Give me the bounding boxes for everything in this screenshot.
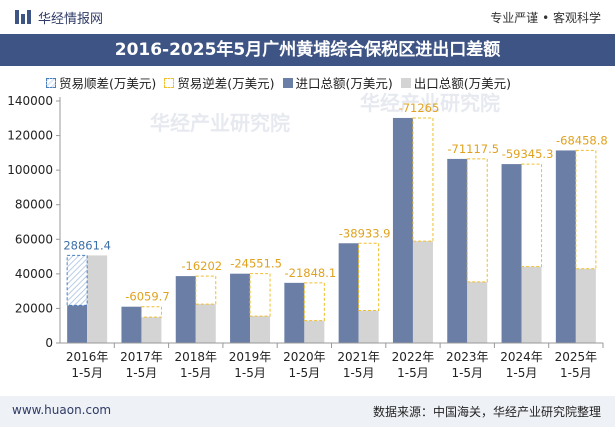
x-tick-label-year: 2025年 <box>555 350 598 364</box>
data-label: -68458.8 <box>556 133 608 147</box>
legend-label-import: 进口总额(万美元) <box>295 76 393 91</box>
import-bar <box>121 306 142 343</box>
footer-bar: www.huaon.com 数据来源：中国海关，华经产业研究院整理 <box>0 396 615 427</box>
x-tick-label-year: 2016年 <box>66 350 109 364</box>
brand[interactable]: 华经情报网 <box>14 7 103 27</box>
x-tick-label-year: 2021年 <box>337 350 380 364</box>
brand-name: 华经情报网 <box>38 11 104 27</box>
import-bar <box>175 276 196 343</box>
footer-source: 数据来源：中国海关，华经产业研究院整理 <box>372 405 601 419</box>
y-tick-label: 0 <box>45 336 53 350</box>
y-tick-label: 80000 <box>15 198 53 212</box>
deficit-bar <box>195 275 217 305</box>
export-bar <box>250 316 271 343</box>
brand-logo-icon <box>15 10 31 24</box>
x-tick-label-period: 1-5月 <box>234 366 266 380</box>
x-tick-label-period: 1-5月 <box>71 366 103 380</box>
title-bar: 2016-2025年5月广州黄埔综合保税区进出口差额 <box>0 34 615 66</box>
legend-item-import[interactable]: 进口总额(万美元) <box>282 73 393 92</box>
deficit-bar <box>249 273 271 317</box>
export-bar <box>467 281 488 343</box>
chart-legend: 贸易顺差(万美元) 贸易逆差(万美元) 进口总额(万美元) 出口总额(万美元) <box>46 73 519 92</box>
x-tick-label-period: 1-5月 <box>451 366 483 380</box>
deficit-bar <box>575 149 597 270</box>
export-bar <box>575 268 596 343</box>
x-tick-label-period: 1-5月 <box>289 366 321 380</box>
x-tick-label-period: 1-5月 <box>180 366 212 380</box>
data-label: 28861.4 <box>63 238 111 252</box>
export-bar <box>304 320 325 343</box>
y-tick-label: 40000 <box>15 267 53 281</box>
svg-text:华经产业研究院: 华经产业研究院 <box>360 91 500 115</box>
x-tick-label-year: 2020年 <box>283 350 326 364</box>
svg-text:华经产业研究院: 华经产业研究院 <box>150 111 290 135</box>
data-label: -71265 <box>399 101 440 115</box>
y-tick-label: 140000 <box>7 94 53 108</box>
x-tick-label-period: 1-5月 <box>506 366 538 380</box>
export-bar <box>141 317 162 343</box>
x-tick-label-year: 2017年 <box>120 350 163 364</box>
y-tick-label: 100000 <box>7 163 53 177</box>
import-bar <box>555 150 576 343</box>
surplus-bar <box>66 254 88 306</box>
deficit-bar <box>412 117 434 242</box>
x-tick-label-year: 2022年 <box>392 350 435 364</box>
import-bar <box>230 273 251 343</box>
legend-label-surplus: 贸易顺差(万美元) <box>59 76 157 91</box>
import-bar <box>67 305 88 343</box>
y-tick-label: 120000 <box>7 129 53 143</box>
import-bar <box>338 243 359 343</box>
legend-swatch-deficit <box>164 77 175 88</box>
x-tick-label-year: 2023年 <box>446 350 489 364</box>
x-tick-label-period: 1-5月 <box>126 366 158 380</box>
data-label: -24551.5 <box>230 257 282 271</box>
import-bar <box>501 164 522 343</box>
data-label: -59345.3 <box>502 147 554 161</box>
data-label: -71117.5 <box>447 142 499 156</box>
top-bar: 华经情报网 专业严谨 • 客观科学 <box>0 0 615 34</box>
x-tick-label-period: 1-5月 <box>343 366 375 380</box>
legend-label-export: 出口总额(万美元) <box>413 76 512 91</box>
chart-title: 2016-2025年5月广州黄埔综合保税区进出口差额 <box>114 40 501 60</box>
import-bar <box>284 282 305 343</box>
x-tick-label-year: 2018年 <box>174 350 217 364</box>
y-tick-label: 20000 <box>15 301 53 315</box>
deficit-bar <box>140 306 162 318</box>
export-bar <box>358 310 379 343</box>
y-tick-label: 60000 <box>15 232 53 246</box>
export-bar <box>195 304 216 343</box>
legend-item-surplus[interactable]: 贸易顺差(万美元) <box>46 73 156 92</box>
deficit-bar <box>466 158 488 283</box>
slogan: 专业严谨 • 客观科学 <box>490 11 601 25</box>
x-tick-label-year: 2024年 <box>500 350 543 364</box>
legend-swatch-export <box>400 77 411 88</box>
deficit-bar <box>521 163 543 268</box>
legend-item-deficit[interactable]: 贸易逆差(万美元) <box>164 73 275 92</box>
import-bar <box>447 158 468 343</box>
legend-item-export[interactable]: 出口总额(万美元) <box>400 73 512 92</box>
legend-swatch-surplus <box>46 77 56 88</box>
import-bar <box>392 117 413 343</box>
data-label: -16202 <box>181 259 222 273</box>
data-label: -21848.1 <box>284 266 336 280</box>
legend-swatch-import <box>282 77 293 88</box>
x-tick-label-year: 2019年 <box>229 350 272 364</box>
legend-label-deficit: 贸易逆差(万美元) <box>177 76 275 91</box>
export-bar <box>87 255 108 343</box>
data-label: -38933.9 <box>339 226 391 240</box>
x-tick-label-period: 1-5月 <box>397 366 429 380</box>
deficit-bar <box>303 282 325 322</box>
export-bar <box>521 266 542 343</box>
footer-url[interactable]: www.huaon.com <box>12 403 112 417</box>
deficit-bar <box>358 242 380 312</box>
x-tick-label-period: 1-5月 <box>560 366 592 380</box>
export-bar <box>412 241 433 343</box>
data-label: -6059.7 <box>125 290 169 304</box>
